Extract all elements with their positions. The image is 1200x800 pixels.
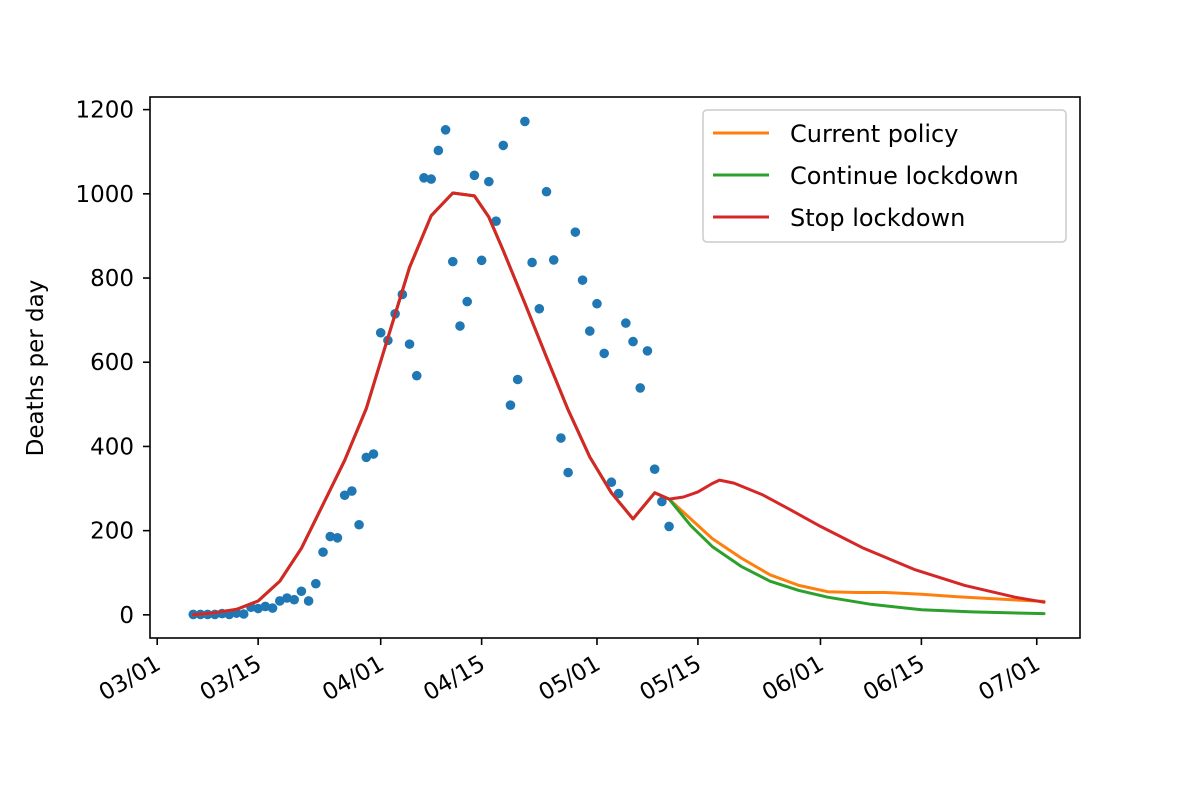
y-tick-label: 0: [119, 603, 134, 629]
observed-point: [296, 586, 307, 597]
observed-point: [332, 532, 343, 543]
observed-point: [253, 603, 263, 614]
y-tick-label: 800: [90, 266, 134, 292]
y-tick-label: 400: [90, 434, 134, 460]
observed-point: [440, 125, 451, 135]
projection-lines: [191, 191, 1046, 617]
observed-point: [404, 339, 415, 349]
observed-point: [260, 601, 271, 612]
x-tick-label: 05/15: [635, 651, 705, 707]
observed-point: [274, 596, 285, 606]
legend-label-continue-lockdown: Continue lockdown: [790, 162, 1019, 190]
observed-point: [664, 521, 674, 532]
observed-point: [267, 603, 278, 613]
legend-box: [702, 109, 1067, 243]
observed-point: [484, 176, 494, 187]
y-tick-label: 1000: [75, 182, 134, 208]
x-tick-label: 04/01: [318, 651, 388, 707]
x-axis: 03/01 03/15 04/01 04/15 05/01 05/15 06/01 06/15…: [95, 638, 1045, 706]
y-axis-label: Deaths per day: [23, 280, 49, 457]
observed-point: [570, 227, 581, 237]
observed-point: [347, 486, 357, 496]
observed-point: [592, 298, 602, 309]
x-tick-label: 03/15: [196, 651, 266, 707]
observed-point: [311, 578, 321, 589]
observed-point: [354, 519, 364, 530]
observed-point: [289, 594, 299, 605]
observed-point: [556, 433, 566, 443]
observed-point: [411, 370, 422, 381]
observed-point: [505, 400, 516, 410]
x-tick-label: 05/01: [535, 651, 605, 707]
observed-point: [375, 327, 386, 338]
observed-point: [541, 186, 552, 197]
x-tick-label: 06/01: [758, 651, 828, 707]
observed-point: [498, 140, 509, 151]
observed-point: [491, 216, 501, 226]
observed-point: [613, 488, 624, 499]
observed-point: [447, 256, 458, 267]
plot-frame: [149, 96, 1081, 639]
observed-point: [548, 255, 559, 265]
observed-point: [512, 374, 523, 385]
observed-points: [188, 116, 674, 620]
observed-point: [462, 296, 473, 307]
observed-point: [419, 173, 429, 183]
legend-label-stop-lockdown: Stop lockdown: [790, 204, 965, 232]
observed-point: [649, 464, 660, 474]
x-tick-label: 06/15: [859, 651, 929, 707]
observed-point: [527, 257, 537, 268]
observed-point: [339, 490, 350, 501]
observed-point: [657, 496, 667, 507]
y-axis: 0 200 400 600 800 1000 1200: [75, 98, 150, 629]
observed-point: [368, 449, 379, 459]
observed-point: [584, 326, 595, 336]
x-tick-label: 03/01: [95, 651, 165, 707]
observed-point: [621, 318, 631, 328]
observed-point: [606, 477, 617, 488]
observed-point: [628, 336, 638, 347]
y-tick-label: 200: [90, 519, 134, 545]
observed-point: [520, 116, 530, 127]
observed-point: [426, 174, 436, 184]
observed-point: [325, 531, 336, 542]
stop-lockdown-line: [191, 191, 1046, 617]
observed-point: [361, 452, 372, 463]
observed-point: [476, 255, 487, 266]
observed-point: [563, 467, 573, 478]
y-tick-label: 600: [90, 350, 134, 376]
x-tick-label: 07/01: [974, 651, 1044, 707]
observed-point: [238, 609, 249, 619]
observed-point: [534, 303, 545, 314]
observed-point: [433, 145, 444, 156]
observed-point: [455, 321, 465, 331]
observed-point: [282, 593, 292, 603]
x-tick-label: 04/15: [419, 651, 489, 707]
legend: Current policy Continue lockdown Stop lo…: [702, 109, 1067, 243]
observed-point: [635, 383, 646, 393]
observed-point: [599, 348, 609, 359]
observed-point: [642, 346, 653, 356]
legend-label-current-policy: Current policy: [790, 120, 958, 148]
observed-point: [577, 275, 588, 285]
y-tick-label: 1200: [75, 98, 134, 124]
observed-point: [318, 547, 328, 557]
observed-point: [469, 170, 480, 181]
observed-point: [303, 596, 314, 606]
